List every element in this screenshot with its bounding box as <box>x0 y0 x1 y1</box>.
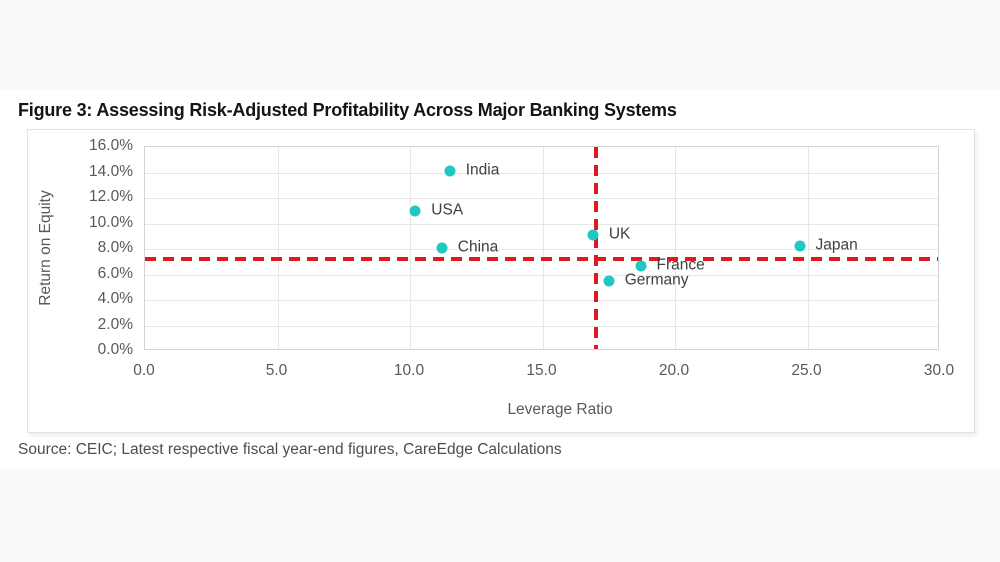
point-label-usa: USA <box>431 201 464 219</box>
data-point-germany <box>603 275 615 287</box>
horizontal-gridline <box>145 223 938 225</box>
x-axis-tick-label: 10.0 <box>393 362 425 379</box>
vertical-reference-line <box>593 147 598 349</box>
y-axis-tick-label: 14.0% <box>89 162 133 180</box>
data-point-japan <box>794 240 806 252</box>
horizontal-gridline <box>145 325 938 327</box>
point-label-uk: UK <box>608 225 631 243</box>
y-axis-tick-label: 10.0% <box>89 213 133 231</box>
data-point-france <box>635 260 647 272</box>
y-axis-title: Return on Equity <box>37 190 54 306</box>
y-axis-tick-label: 16.0% <box>89 137 133 154</box>
y-axis-tick-label: 2.0% <box>97 315 133 333</box>
x-axis-tick-label: 25.0 <box>791 362 822 379</box>
x-axis-tick-label: 30.0 <box>923 362 955 379</box>
point-label-japan: Japan <box>815 237 858 255</box>
x-axis-tick-label: 15.0 <box>526 362 557 379</box>
vertical-gridline <box>807 147 809 349</box>
x-axis-title: Leverage Ratio <box>507 401 613 418</box>
y-axis-tick-label: 12.0% <box>89 188 133 205</box>
horizontal-gridline <box>145 172 938 174</box>
y-axis-tick-label: 6.0% <box>97 264 133 282</box>
x-axis-tick-label: 5.0 <box>265 362 288 379</box>
vertical-gridline <box>277 147 279 349</box>
horizontal-gridline <box>145 274 938 276</box>
point-label-germany: Germany <box>624 271 689 289</box>
x-axis-tick-label: 20.0 <box>658 362 690 379</box>
point-label-france: France <box>656 256 705 274</box>
data-point-china <box>436 242 448 254</box>
data-point-india <box>444 165 456 177</box>
chart-card: Return on Equity India USA China UK France Ge… <box>27 129 975 433</box>
vertical-gridline <box>542 147 544 349</box>
point-label-china: China <box>457 238 499 256</box>
horizontal-reference-line <box>145 257 938 262</box>
horizontal-gridline <box>145 249 938 250</box>
horizontal-gridline <box>145 198 938 199</box>
plot-area: India USA China UK France Germany Japan <box>144 146 939 350</box>
figure-title: Figure 3: Assessing Risk-Adjusted Profit… <box>18 100 677 120</box>
data-point-uk <box>587 229 599 241</box>
vertical-gridline <box>410 147 411 349</box>
vertical-gridline <box>675 147 676 349</box>
source-text: Source: CEIC; Latest respective fiscal y… <box>18 441 562 458</box>
point-label-india: India <box>465 161 500 179</box>
data-point-usa <box>409 205 421 217</box>
content-area: Figure 3: Assessing Risk-Adjusted Profit… <box>0 90 1000 468</box>
y-axis-tick-label: 0.0% <box>97 341 133 358</box>
y-axis-tick-label: 8.0% <box>97 239 133 256</box>
y-axis-tick-label: 4.0% <box>97 290 133 307</box>
x-axis-tick-label: 0.0 <box>133 362 155 379</box>
horizontal-gridline <box>145 300 938 301</box>
